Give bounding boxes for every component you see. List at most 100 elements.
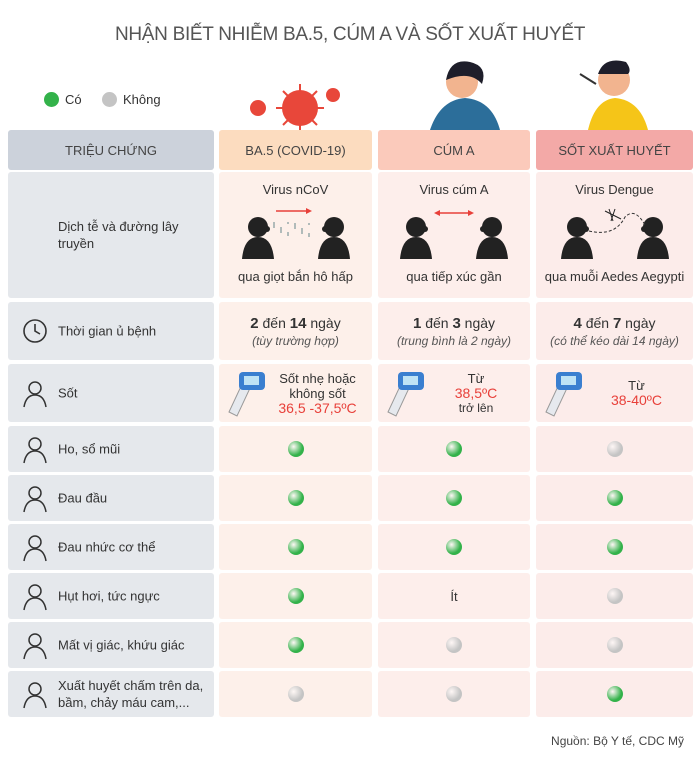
- symptom-cell: Sốt: [8, 364, 214, 422]
- symptom-cell: Dịch tễ và đường lây truyền: [8, 172, 214, 298]
- no-dot: [446, 637, 462, 653]
- illustrations: [250, 60, 648, 132]
- symptom-label: Đau đầu: [58, 490, 108, 506]
- header-text: TRIỆU CHỨNG: [65, 142, 157, 158]
- thermometer-icon: [228, 372, 265, 417]
- transmission-route: qua giọt bắn hô hấp: [238, 269, 353, 284]
- header-cell: TRIỆU CHỨNG: [8, 130, 214, 170]
- incubation-unit: ngày: [310, 314, 341, 331]
- yes-dot: [287, 539, 304, 555]
- symptom-value-cell: [536, 426, 693, 472]
- symptom-value-cell: [378, 671, 530, 717]
- symptom-value-cell: [536, 573, 693, 619]
- yes-dot: [606, 686, 623, 702]
- symptom-icon: [23, 535, 47, 562]
- incubation-max: 7: [612, 314, 622, 332]
- incubation-min: 4: [573, 314, 582, 332]
- header-text: BA.5 (COVID-19): [245, 142, 346, 158]
- header-cell: CÚM A: [378, 130, 530, 170]
- yes-dot: [287, 588, 304, 604]
- symptom-value-text: Ít: [450, 588, 458, 604]
- no-dot: [446, 686, 462, 702]
- legend-dot: [44, 92, 59, 107]
- symptom-cell: Xuất huyết chấm trên da, bầm, chảy máu c…: [8, 671, 214, 717]
- virus-name: Virus nCoV: [262, 182, 329, 197]
- transmission-illustration: [400, 210, 508, 259]
- man-illustration: [579, 60, 648, 130]
- symptom-value-cell: [536, 671, 693, 717]
- symptom-value-cell: [536, 622, 693, 668]
- incubation-to: đến: [262, 314, 286, 331]
- fever-text: Từ 38,5ºC trở lên: [428, 371, 524, 416]
- fever-desc: Từ: [467, 370, 485, 386]
- yes-dot: [446, 490, 462, 506]
- fever-temp: 38,5ºC: [454, 384, 498, 401]
- symptom-label: Đau nhức cơ thể: [58, 539, 156, 555]
- fever-temp: 38-40ºC: [610, 392, 663, 408]
- yes-dot: [287, 441, 304, 457]
- yes-dot: [287, 490, 304, 506]
- incubation-to: đến: [425, 314, 449, 331]
- title: NHẬN BIẾT NHIỄM BA.5, CÚM A VÀ SỐT XUẤT …: [114, 24, 586, 45]
- fever-text: Sốt nhẹ hoặc không sốt 36,5 -37,5ºC: [269, 371, 366, 416]
- yes-dot: [446, 539, 462, 555]
- symptom-value-cell: [219, 671, 372, 717]
- incubation-unit: ngày: [625, 314, 656, 331]
- incubation-unit: ngày: [464, 314, 496, 331]
- symptom-value-cell: [219, 573, 372, 619]
- header-text: SỐT XUẤT HUYẾT: [558, 142, 671, 158]
- transmission-cell: Virus Dengue qua muỗi Aedes Aegypti: [536, 172, 693, 298]
- symptom-label: Sốt: [58, 385, 78, 401]
- symptom-value-cell: [219, 475, 372, 521]
- symptom-value-cell: [536, 475, 693, 521]
- fever-cell: Từ 38-40ºC: [536, 364, 693, 422]
- symptom-cell: Ho, sổ mũi: [8, 426, 214, 472]
- symptom-label: Mất vị giác, khứu giác: [58, 637, 185, 653]
- symptom-label: Ho, sổ mũi: [58, 441, 121, 457]
- symptom-icon: [23, 381, 47, 408]
- thermometer-icon: [387, 372, 424, 417]
- fever-after: trở lên: [458, 400, 494, 415]
- no-dot: [606, 637, 623, 653]
- no-dot: [287, 686, 304, 702]
- incubation-range: 2 đến 14 ngày: [250, 315, 340, 332]
- fever-desc: Từ: [628, 378, 645, 393]
- transmission-cell: Virus nCoV qua giọt bắn hô hấp: [219, 172, 372, 298]
- legend-dot: [102, 92, 117, 107]
- symptom-value-cell: [378, 426, 530, 472]
- transmission-illustration: [560, 208, 669, 259]
- symptom-value-cell: [219, 524, 372, 570]
- yes-dot: [606, 539, 623, 555]
- incubation-note: (trung bình là 2 ngày): [396, 333, 512, 348]
- fever-cell: Sốt nhẹ hoặc không sốt 36,5 -37,5ºC: [219, 364, 372, 422]
- incubation-range: 1 đến 3 ngày: [413, 315, 495, 332]
- incubation-min: 1: [412, 314, 422, 332]
- symptom-icon: [23, 486, 47, 513]
- header-cell: SỐT XUẤT HUYẾT: [536, 130, 693, 170]
- no-dot: [606, 588, 623, 604]
- incubation-note: (có thể kéo dài 14 ngày): [550, 333, 679, 348]
- symptom-cell: Mất vị giác, khứu giác: [8, 622, 214, 668]
- incubation-range: 4 đến 7 ngày: [573, 315, 655, 332]
- symptom-value-cell: [536, 524, 693, 570]
- symptom-label: Thời gian ủ bệnh: [58, 323, 157, 339]
- incubation-min: 2: [250, 314, 259, 332]
- symptom-label: Dịch tễ và đường lây truyền: [58, 219, 179, 251]
- legend-label: Có: [65, 92, 82, 107]
- header-cell: BA.5 (COVID-19): [219, 130, 372, 170]
- symptom-value-cell: [378, 475, 530, 521]
- symptom-value-cell: Ít: [378, 573, 530, 619]
- transmission-illustration: [241, 208, 350, 259]
- fever-temp: 36,5 -37,5ºC: [278, 399, 357, 416]
- symptom-cell: Đau nhức cơ thể: [8, 524, 214, 570]
- virus-illustration: [250, 84, 340, 132]
- virus-name: Virus cúm A: [419, 182, 489, 197]
- yes-dot: [446, 441, 462, 457]
- symptom-cell: Hụt hơi, tức ngực: [8, 573, 214, 619]
- thermometer-icon: [545, 372, 582, 417]
- yes-dot: [606, 490, 623, 506]
- incubation-max: 14: [289, 314, 307, 332]
- symptom-icon: [23, 584, 47, 611]
- virus-name: Virus Dengue: [575, 182, 654, 197]
